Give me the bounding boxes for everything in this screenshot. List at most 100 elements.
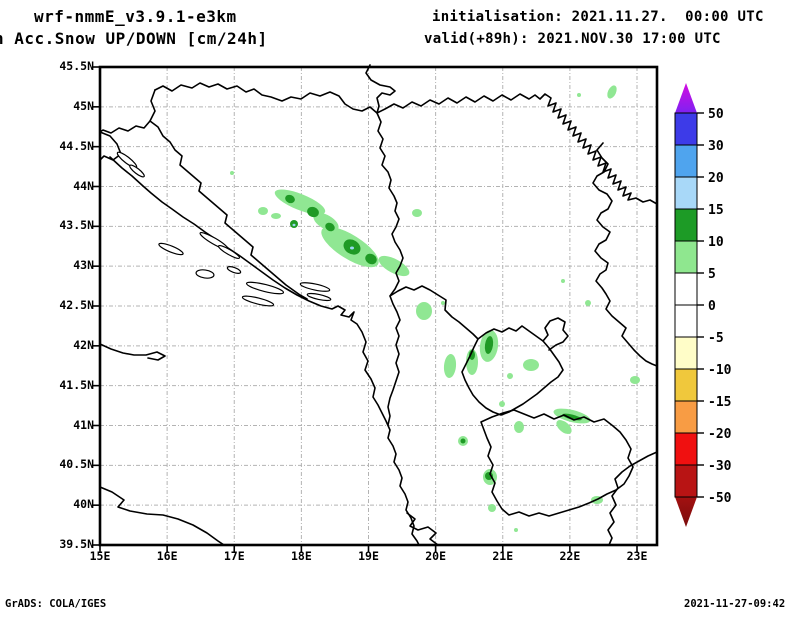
colorbar-level-label: -30 <box>708 459 732 474</box>
border-montenegro-serbia <box>389 285 479 340</box>
colorbar-band <box>674 240 698 274</box>
colorbar-ticks <box>697 112 704 498</box>
lon-label: 23E <box>626 549 648 563</box>
snow-patch-light <box>630 376 640 384</box>
snow-patch-light <box>271 213 281 219</box>
lat-label: 44.5N <box>59 138 94 153</box>
snow-patch-light <box>378 255 410 277</box>
lat-label: 43.5N <box>59 218 94 233</box>
snow-patch-light <box>466 349 478 375</box>
lat-label: 44N <box>73 178 94 193</box>
snow-patch-dark <box>460 438 466 444</box>
snow-patch-light <box>230 171 234 175</box>
colorbar-level-label: -15 <box>708 395 731 410</box>
coastline-italy-gargano <box>99 343 166 361</box>
snow-patch-light <box>416 302 432 320</box>
adriatic-islands <box>116 151 332 307</box>
island <box>226 266 242 274</box>
snow-patch-light <box>499 401 505 407</box>
colorbar-level-label: -5 <box>708 331 724 346</box>
colorbar-band <box>674 144 698 178</box>
border-slovenia <box>99 89 156 134</box>
snow-patch-light <box>514 528 518 532</box>
colorbar-level-label: 10 <box>708 235 724 250</box>
header-valid-time: valid(+89h): 2021.NOV.30 17:00 UTC <box>424 31 721 47</box>
snow-patch-light <box>507 373 513 379</box>
border-macedonia <box>480 409 634 517</box>
colorbar-band <box>674 176 698 210</box>
lon-label: 20E <box>425 549 447 563</box>
snowfall-light-layer <box>230 85 640 532</box>
colorbar-band <box>674 368 698 402</box>
lat-label: 41.5N <box>59 377 94 392</box>
snow-patch-dark <box>307 206 319 218</box>
snow-patch-light <box>443 354 457 378</box>
colorbar-level-label: 5 <box>708 267 716 282</box>
colorbar-below-min-arrow <box>675 497 697 527</box>
island <box>129 164 145 178</box>
lat-label: 43N <box>73 258 94 273</box>
lon-label: 22E <box>559 549 581 563</box>
snow-patch-dark <box>485 472 493 480</box>
colorbar-level-label: 20 <box>708 171 724 186</box>
border-serbia-knob <box>542 317 569 351</box>
coastline-greek-bay <box>406 512 439 546</box>
lat-label: 41N <box>73 417 94 432</box>
lat-label: 42N <box>73 337 94 352</box>
map-outlines <box>99 64 658 546</box>
snow-patch-dark <box>365 253 377 265</box>
snow-patch-blue <box>292 223 296 227</box>
lon-label: 15E <box>89 549 111 563</box>
map-frame <box>98 65 659 547</box>
lon-label: 16E <box>156 549 178 563</box>
snow-patch-light <box>523 359 539 371</box>
snow-patch-dark <box>285 194 295 204</box>
snow-patch-dark <box>469 350 475 360</box>
lat-label: 45.5N <box>59 59 94 73</box>
snow-patch-light <box>258 207 268 215</box>
snow-patch-light <box>412 209 422 217</box>
colorbar-band <box>674 400 698 434</box>
footer-timestamp: 2021-11-27-09:42 <box>684 598 786 610</box>
snow-patch-light <box>607 85 617 99</box>
lon-label: 18E <box>290 549 312 563</box>
lon-label: 17E <box>223 549 245 563</box>
colorbar-band <box>674 208 698 242</box>
colorbar-bands <box>674 112 698 498</box>
island <box>195 269 215 279</box>
snowfall-dark-layer <box>285 194 582 480</box>
colorbar-band <box>674 272 698 306</box>
island <box>299 282 331 292</box>
grid-layer <box>100 67 657 545</box>
coastline-italy-puglia <box>99 486 225 546</box>
snowfall-heavy-layer <box>292 223 354 250</box>
lon-label: 21E <box>492 549 514 563</box>
colorbar-level-label: 0 <box>708 299 716 314</box>
footer-credit: GrADS: COLA/IGES <box>5 598 107 610</box>
colorbar-level-label: -20 <box>708 427 732 442</box>
border-bulgaria-greece <box>607 451 658 546</box>
snow-patch-light <box>441 301 445 305</box>
axis-ticks <box>93 66 638 552</box>
colorbar-band <box>674 432 698 466</box>
island <box>241 295 275 307</box>
lat-label: 40.5N <box>59 457 94 472</box>
lat-label: 45N <box>73 98 94 113</box>
colorbar-above-max-arrow <box>675 83 697 113</box>
colorbar-level-label: 30 <box>708 139 724 154</box>
snow-patch-blue <box>350 246 354 250</box>
snow-patch-light <box>561 279 565 283</box>
coastline-adriatic <box>109 156 420 546</box>
snow-patch-light <box>577 93 581 97</box>
header-init-time: initialisation: 2021.11.27. 00:00 UTC <box>432 9 764 25</box>
border-north-chain <box>154 82 658 205</box>
snow-patch-light <box>556 420 572 434</box>
snow-patch-light <box>585 300 591 306</box>
snow-patch-light <box>488 504 496 512</box>
colorbar-level-label: 15 <box>708 203 724 218</box>
colorbar-band <box>674 112 698 146</box>
border-serbia-west <box>365 64 404 426</box>
header-product-title: h Acc.Snow UP/DOWN [cm/24h] <box>0 29 268 48</box>
